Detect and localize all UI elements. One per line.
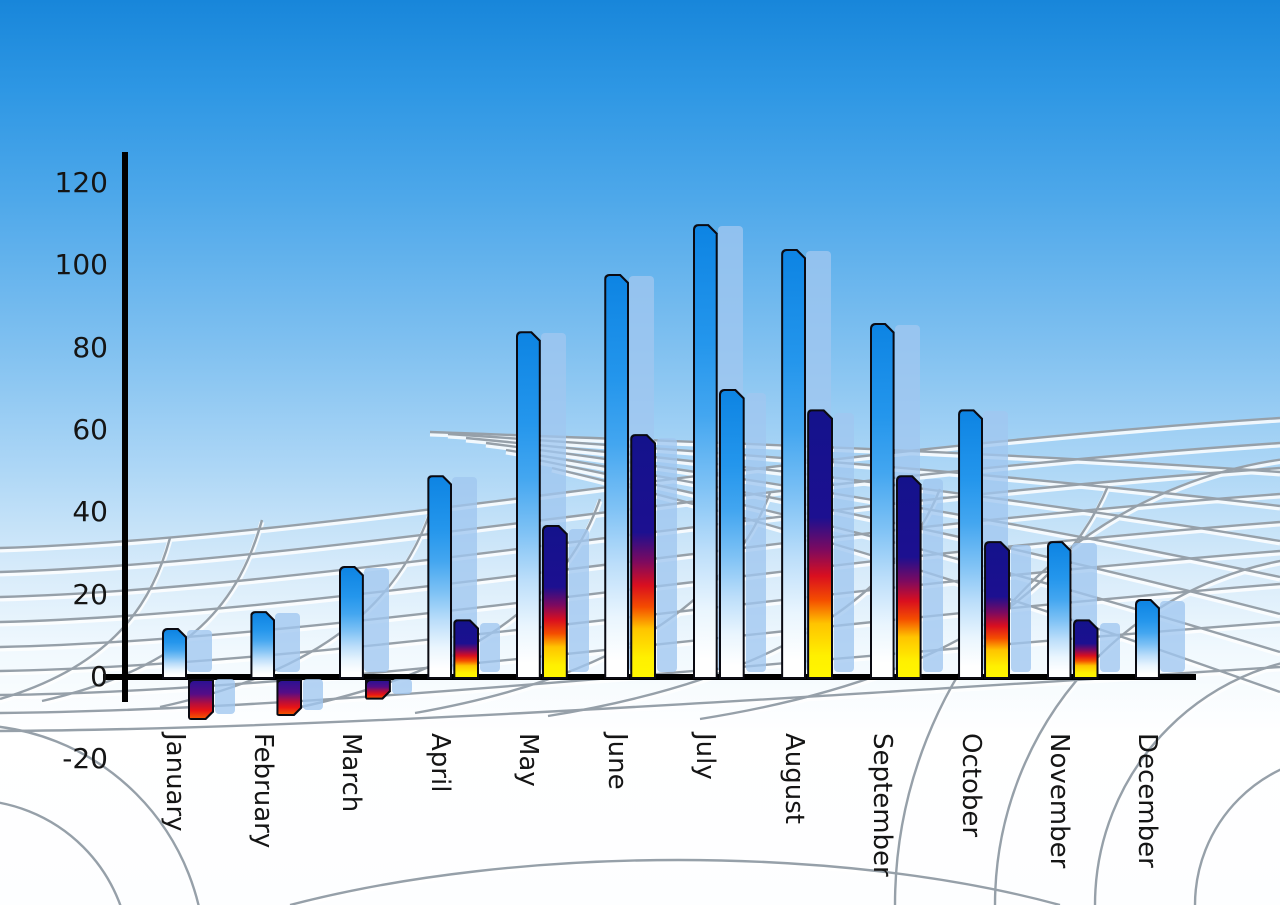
bar-shadow-february-primary <box>275 613 301 672</box>
bar-shadow-december-primary <box>1159 600 1185 672</box>
bar-february-primary <box>250 611 275 679</box>
bar-november-primary <box>1047 541 1072 679</box>
bar-march-primary <box>339 566 364 679</box>
bar-april-secondary <box>453 619 479 679</box>
bar-may-secondary <box>542 525 568 679</box>
bar-shadow-april-secondary <box>480 623 501 672</box>
bar-october-primary <box>958 409 983 679</box>
bar-shadow-may-secondary <box>568 528 589 672</box>
bar-shadow-june-secondary <box>657 438 678 672</box>
x-tick-label-august: August <box>778 733 809 824</box>
x-tick-label-january: January <box>159 733 190 832</box>
bar-november-secondary <box>1073 619 1099 679</box>
y-tick-label-80: 80 <box>72 330 108 364</box>
x-tick-label-september: September <box>867 733 898 877</box>
bar-july-primary <box>693 224 718 679</box>
bar-shadow-march-primary <box>363 567 389 672</box>
bar-shadow-october-secondary <box>1011 545 1032 672</box>
bar-august-primary <box>781 249 806 679</box>
bar-shadow-november-secondary <box>1099 623 1120 672</box>
bar-shadow-august-secondary <box>834 413 855 672</box>
bar-september-secondary <box>896 475 922 679</box>
bar-shadow-july-secondary <box>745 392 766 672</box>
bar-shadow-february-secondary <box>303 679 324 711</box>
x-tick-label-june: June <box>601 733 632 790</box>
bar-october-secondary <box>984 541 1010 679</box>
bar-december-primary <box>1135 599 1160 679</box>
y-tick-label-120: 120 <box>54 165 108 199</box>
x-tick-label-april: April <box>424 733 455 793</box>
y-tick-label-40: 40 <box>72 495 108 529</box>
y-tick-label-0: 0 <box>90 660 108 693</box>
y-tick-label-100: 100 <box>54 248 108 282</box>
bar-shadow-january-secondary <box>215 679 235 715</box>
x-tick-label-november: November <box>1044 733 1074 869</box>
x-tick-label-may: May <box>513 733 544 787</box>
bar-january-secondary <box>188 679 214 720</box>
x-tick-label-july: July <box>690 733 721 780</box>
bar-shadow-september-secondary <box>922 479 943 672</box>
y-axis-line <box>122 152 128 702</box>
bar-september-primary <box>870 323 895 679</box>
bar-june-secondary <box>630 434 656 679</box>
bar-april-primary <box>427 475 452 679</box>
y-tick-label-20: 20 <box>72 577 108 611</box>
bar-august-secondary <box>807 409 833 679</box>
y-tick-label--20: -20 <box>62 742 108 776</box>
y-tick-label-60: 60 <box>72 412 108 446</box>
x-tick-label-october: October <box>955 733 986 838</box>
bar-shadow-march-secondary <box>391 679 412 694</box>
bar-february-secondary <box>276 679 302 716</box>
bar-june-primary <box>604 274 629 679</box>
x-tick-label-december: December <box>1132 733 1163 868</box>
bar-january-primary <box>162 628 187 679</box>
bar-march-secondary <box>365 679 391 700</box>
x-tick-label-march: March <box>336 733 367 813</box>
bar-may-primary <box>516 331 541 679</box>
bar-shadow-january-primary <box>187 629 212 672</box>
bar-july-secondary <box>719 389 745 679</box>
x-tick-label-february: February <box>247 733 278 849</box>
